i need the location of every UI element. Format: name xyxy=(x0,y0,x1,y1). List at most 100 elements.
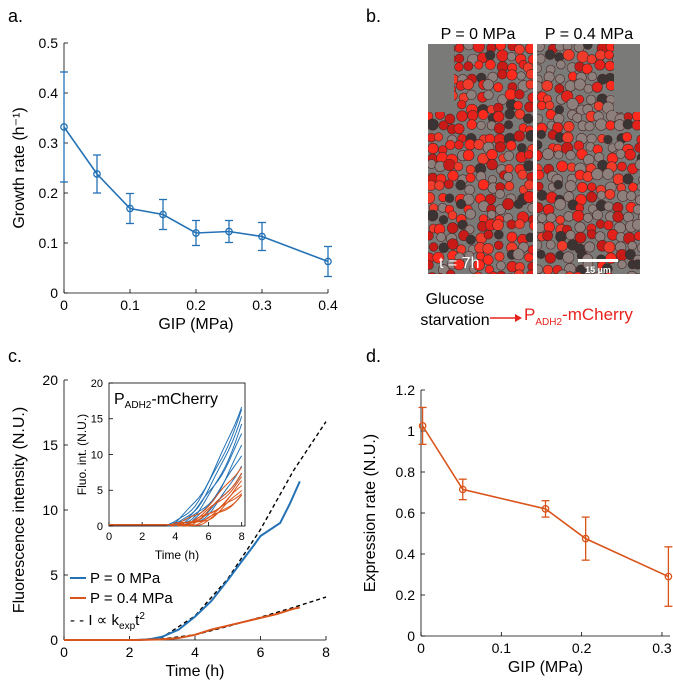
cell xyxy=(537,181,544,192)
cell xyxy=(622,132,633,143)
cell xyxy=(537,239,543,251)
data-point xyxy=(418,422,427,430)
cell xyxy=(574,221,586,233)
cell xyxy=(447,210,458,221)
cell xyxy=(492,219,504,231)
cell xyxy=(454,53,465,64)
cell xyxy=(456,244,467,255)
cell xyxy=(465,164,476,175)
cell xyxy=(485,50,496,61)
cell xyxy=(572,112,583,123)
cell xyxy=(564,80,577,92)
x-tick-label: 0.3 xyxy=(652,640,672,656)
cell xyxy=(574,231,587,244)
cell xyxy=(634,194,640,206)
scale-bar-label: 15 µm xyxy=(585,265,611,275)
cell xyxy=(555,215,565,225)
cell xyxy=(493,229,504,240)
cell xyxy=(556,160,568,173)
cell xyxy=(584,272,596,274)
cell xyxy=(626,190,637,201)
cell xyxy=(544,49,556,60)
y-tick-label: 0.3 xyxy=(39,135,59,151)
cell xyxy=(537,129,546,140)
cell xyxy=(476,120,486,130)
cell xyxy=(523,190,533,204)
data-point xyxy=(192,229,200,237)
inset-trace xyxy=(109,494,243,527)
cell xyxy=(428,118,439,131)
cell xyxy=(457,99,467,110)
cell xyxy=(444,179,454,189)
cell xyxy=(434,180,445,191)
cell xyxy=(506,52,517,62)
cell xyxy=(582,212,593,223)
cell xyxy=(525,269,533,274)
cell xyxy=(586,191,598,203)
cell xyxy=(638,175,640,185)
cell xyxy=(626,270,638,274)
cell xyxy=(556,240,568,252)
series-line xyxy=(64,606,300,641)
data-point xyxy=(159,210,167,219)
cell xyxy=(547,273,559,274)
cell xyxy=(586,54,597,65)
panel-b-microscopy: P = 0 MPa P = 0.4 MPa t = 7h 15 µm Gluco… xyxy=(420,26,640,329)
cell xyxy=(622,173,634,185)
cell xyxy=(554,83,565,94)
cell xyxy=(632,204,640,215)
cell xyxy=(454,62,464,72)
cell xyxy=(537,202,544,214)
cell xyxy=(488,271,498,274)
pathway-arrow-head xyxy=(515,314,522,322)
chart-a: 0 0.1 0.2 0.3 0.4 0 0.1 0.2 0.3 0.4 0.5 GIP (MPa) Gr… xyxy=(11,35,338,333)
cell xyxy=(443,158,456,171)
data-point xyxy=(258,232,266,241)
cell xyxy=(564,180,577,192)
cell xyxy=(562,48,575,61)
micrograph-right-cells xyxy=(537,44,640,274)
data-point xyxy=(93,170,101,178)
series-line xyxy=(64,480,301,641)
cell xyxy=(632,259,640,270)
chart-d: 0 0.1 0.2 0.3 0 0.2 0.4 0.6 0.8 1 1.2 GIP (MPa) Expr… xyxy=(362,382,673,676)
cell xyxy=(632,273,640,274)
cell xyxy=(591,81,603,93)
condition-label-right: P = 0.4 MPa xyxy=(545,26,633,43)
cell xyxy=(482,254,494,266)
cell xyxy=(544,252,556,264)
y-axis-label: Growth rate (h⁻¹) xyxy=(11,107,28,228)
cell xyxy=(565,230,576,241)
x-axis-label: GIP (MPa) xyxy=(158,316,233,333)
cell xyxy=(462,78,474,91)
data-point xyxy=(324,257,332,266)
cell xyxy=(465,208,476,220)
data-point xyxy=(541,505,550,513)
cell xyxy=(544,100,555,110)
cell xyxy=(636,134,640,145)
cell xyxy=(513,199,524,209)
y-tick-label: 0.2 xyxy=(39,185,59,201)
y-tick-label: 0.4 xyxy=(396,546,416,562)
x-tick-label: 0.2 xyxy=(186,297,206,313)
cell xyxy=(542,148,554,161)
cell xyxy=(496,49,509,62)
cell xyxy=(486,158,498,171)
series-line xyxy=(63,126,329,263)
cell xyxy=(447,170,459,182)
y-tick-label: 5 xyxy=(97,485,103,497)
cell xyxy=(434,132,444,142)
cell xyxy=(465,275,475,285)
cell xyxy=(542,264,554,274)
cell xyxy=(456,110,468,122)
x-tick-label: 2 xyxy=(126,644,134,660)
cell xyxy=(477,179,490,191)
y-tick-label: 0.4 xyxy=(39,85,59,101)
cell xyxy=(483,89,494,100)
x-tick-label: 0.2 xyxy=(572,640,592,656)
cell xyxy=(615,149,626,159)
cell xyxy=(562,251,575,264)
cell xyxy=(612,211,624,223)
cell xyxy=(496,270,506,274)
cell xyxy=(473,271,484,274)
